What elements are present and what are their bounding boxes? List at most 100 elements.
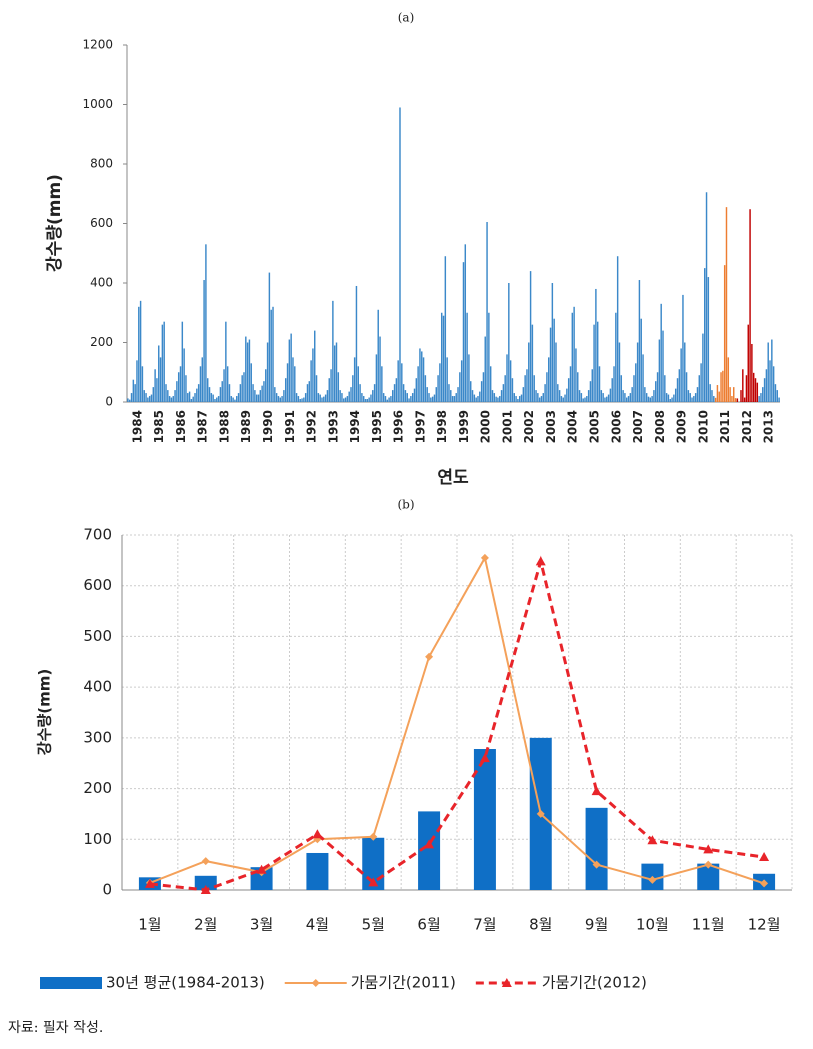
bar bbox=[585, 807, 608, 890]
bar bbox=[499, 396, 501, 402]
bar bbox=[506, 354, 508, 402]
bar bbox=[640, 318, 642, 402]
bar bbox=[440, 312, 443, 402]
bar bbox=[341, 393, 343, 402]
bar bbox=[729, 387, 731, 402]
bar bbox=[288, 339, 291, 402]
bar bbox=[373, 384, 376, 402]
x-tick-label: 1989 bbox=[239, 410, 253, 443]
bar bbox=[615, 312, 617, 402]
bar bbox=[148, 396, 151, 402]
bar bbox=[348, 391, 350, 402]
marker bbox=[760, 879, 769, 888]
bar bbox=[370, 394, 372, 402]
bar bbox=[352, 375, 354, 402]
bar bbox=[660, 303, 662, 402]
bar bbox=[401, 363, 403, 402]
bar bbox=[152, 387, 155, 402]
bar bbox=[745, 375, 748, 402]
bar bbox=[567, 378, 570, 402]
bar bbox=[145, 393, 147, 402]
bar bbox=[395, 378, 398, 402]
bar bbox=[268, 272, 271, 402]
x-tick-label: 2006 bbox=[609, 410, 623, 443]
bar bbox=[705, 192, 708, 402]
bar bbox=[312, 348, 314, 402]
bar bbox=[216, 397, 218, 402]
bar bbox=[609, 388, 612, 402]
bar bbox=[645, 393, 648, 402]
bar bbox=[413, 388, 416, 402]
bar bbox=[333, 345, 336, 402]
bar bbox=[691, 397, 693, 402]
marker bbox=[424, 839, 435, 849]
bar bbox=[390, 396, 392, 402]
bar bbox=[720, 372, 722, 402]
bar bbox=[442, 315, 445, 402]
x-tick-label: 1985 bbox=[152, 410, 166, 443]
bar bbox=[330, 369, 332, 402]
bar bbox=[353, 357, 356, 402]
bar bbox=[627, 396, 630, 402]
bar bbox=[451, 396, 454, 402]
marker bbox=[369, 832, 378, 841]
x-tick-label: 1990 bbox=[261, 410, 275, 443]
bar bbox=[765, 369, 768, 402]
bar bbox=[752, 372, 755, 402]
bar bbox=[208, 387, 211, 402]
marker bbox=[201, 857, 210, 866]
bar bbox=[272, 306, 274, 402]
x-tick-label: 1월 bbox=[138, 916, 161, 934]
bar bbox=[130, 393, 133, 402]
bar bbox=[362, 396, 365, 402]
bar bbox=[453, 396, 456, 402]
bar bbox=[167, 390, 169, 402]
bar bbox=[778, 397, 780, 402]
bar bbox=[616, 256, 619, 402]
bar bbox=[573, 306, 575, 402]
y-tick-label: 200 bbox=[90, 335, 113, 349]
marker bbox=[200, 885, 211, 894]
bar bbox=[595, 288, 597, 402]
bar bbox=[185, 375, 187, 402]
bar bbox=[771, 339, 773, 402]
bar bbox=[315, 375, 318, 402]
x-tick-label: 2000 bbox=[479, 410, 493, 443]
bar bbox=[301, 398, 303, 402]
bar bbox=[727, 357, 730, 402]
y-tick-label: 200 bbox=[83, 779, 112, 797]
legend-label: 가뭄기간(2011) bbox=[351, 974, 456, 992]
bar bbox=[687, 390, 690, 402]
bar bbox=[626, 397, 628, 402]
bar bbox=[558, 390, 561, 402]
bar bbox=[535, 390, 537, 402]
x-tick-label: 2002 bbox=[522, 410, 536, 443]
bar bbox=[763, 378, 766, 402]
bar bbox=[767, 342, 769, 402]
bar bbox=[277, 396, 280, 402]
bar bbox=[241, 375, 243, 402]
marker bbox=[480, 553, 489, 562]
bar bbox=[250, 363, 252, 402]
y-tick-label: 0 bbox=[105, 395, 113, 409]
bar bbox=[225, 321, 227, 402]
bar bbox=[279, 397, 281, 402]
bar bbox=[147, 397, 149, 402]
bar bbox=[684, 342, 686, 402]
bar bbox=[533, 375, 535, 402]
bar bbox=[306, 852, 329, 890]
bar bbox=[493, 393, 496, 402]
bar bbox=[212, 394, 214, 402]
bar bbox=[693, 396, 695, 402]
bar bbox=[430, 397, 432, 402]
bar bbox=[134, 384, 136, 402]
bar bbox=[604, 397, 606, 402]
bar bbox=[531, 324, 534, 402]
bar bbox=[473, 394, 476, 402]
bar bbox=[644, 387, 646, 402]
bar bbox=[372, 390, 374, 402]
bar bbox=[662, 330, 664, 402]
bar bbox=[635, 363, 637, 402]
bar bbox=[462, 262, 465, 402]
